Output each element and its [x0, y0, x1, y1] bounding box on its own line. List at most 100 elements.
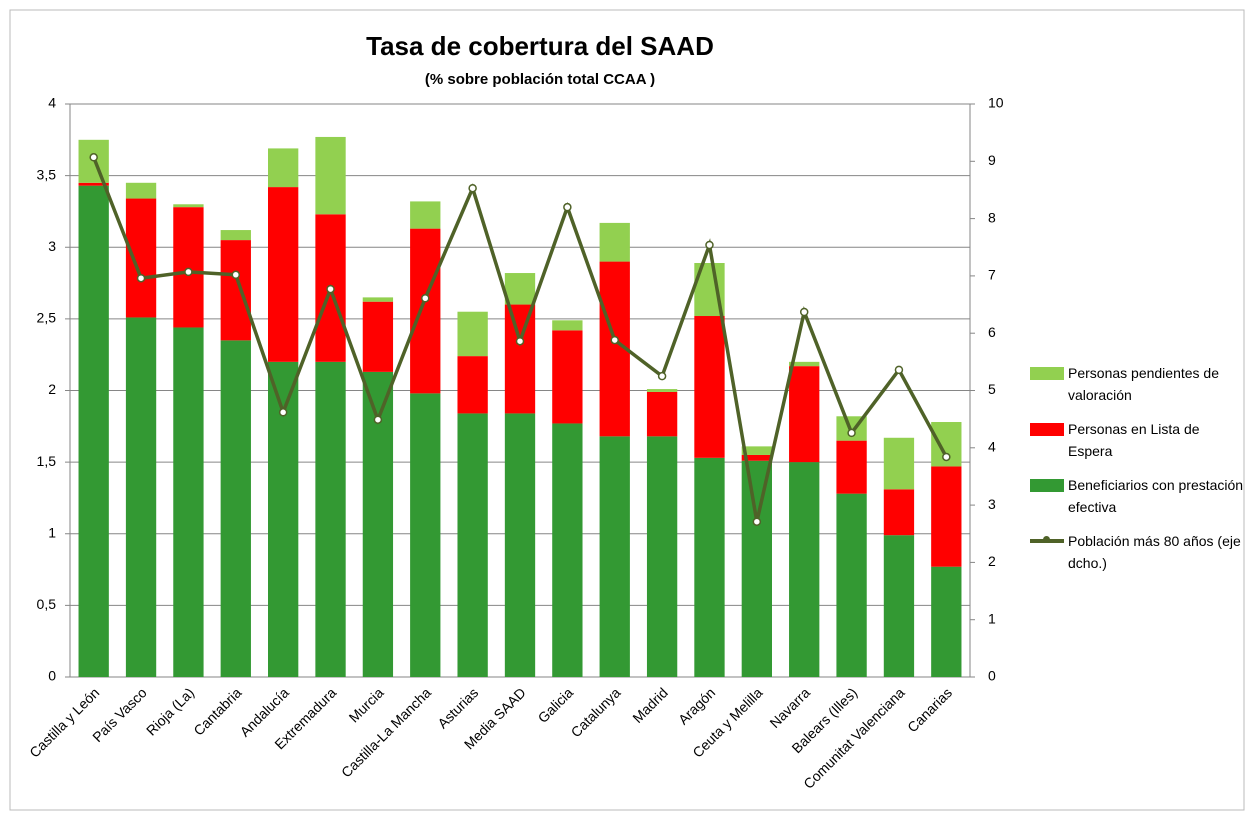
y2-tick-label: 2 — [988, 553, 996, 569]
bar-segment — [599, 436, 630, 677]
y-tick-label: 4 — [48, 95, 56, 111]
bar-segment — [646, 436, 678, 677]
bar-segment — [268, 148, 299, 188]
line-marker — [563, 202, 572, 212]
legend-item: Personas pendientes de valoración — [1030, 362, 1245, 406]
bar-segment — [883, 489, 915, 536]
line-marker — [326, 284, 335, 294]
legend-item: Personas en Lista de Espera — [1030, 418, 1245, 462]
bar-segment — [362, 297, 394, 302]
line-marker — [657, 371, 667, 381]
bar-segment — [552, 330, 583, 424]
y-tick-label: 0,5 — [37, 596, 57, 612]
bar-segment — [931, 466, 962, 567]
line-marker — [373, 415, 383, 424]
y-tick-label: 1 — [48, 524, 56, 540]
line-marker — [752, 517, 762, 526]
bar-segment — [883, 535, 915, 677]
line-marker — [847, 428, 856, 438]
y2-tick-label: 5 — [988, 381, 996, 397]
y-tick-label: 0 — [48, 668, 56, 684]
y2-tick-label: 9 — [988, 152, 996, 168]
bar-segment — [694, 316, 725, 458]
bar-segment — [220, 340, 251, 677]
bar-segment — [836, 493, 867, 677]
x-tick-label: Rioja (La) — [143, 684, 197, 738]
x-tick-label: Cantabria — [190, 684, 244, 738]
bar-segment — [646, 389, 678, 392]
bar-segment — [504, 413, 536, 677]
bar-segment — [410, 393, 441, 677]
bar-segment — [173, 204, 204, 208]
bar-segment — [741, 446, 772, 455]
y2-tick-label: 4 — [988, 439, 996, 455]
x-tick-label: Aragón — [675, 684, 718, 727]
chart-subtitle: (% sobre población total CCAA ) — [425, 71, 655, 88]
chart-title: Tasa de cobertura del SAAD — [366, 31, 714, 61]
legend-swatch — [1030, 367, 1064, 380]
bar-segment — [931, 566, 962, 677]
bar-segment — [173, 327, 204, 677]
bar-segment — [410, 201, 441, 229]
bar-segment — [457, 356, 488, 414]
y2-tick-label: 6 — [988, 324, 996, 340]
bar-segment — [789, 361, 820, 367]
x-tick-label: Asturias — [434, 684, 481, 731]
bar-segment — [315, 136, 346, 215]
line-marker — [184, 267, 193, 277]
legend-swatch — [1030, 536, 1064, 543]
line-marker — [610, 335, 619, 345]
y2-tick-label: 8 — [988, 209, 996, 225]
bar-segment — [220, 230, 251, 241]
x-tick-label: Madrid — [629, 684, 671, 726]
legend-label: Personas en Lista de Espera — [1068, 421, 1200, 459]
legend-label: Población más 80 años (eje dcho.) — [1068, 533, 1241, 571]
bar-segment — [315, 361, 346, 677]
x-tick-label: Galicia — [535, 684, 577, 726]
y-tick-label: 2 — [48, 381, 56, 397]
legend-label: Personas pendientes de valoración — [1068, 365, 1219, 403]
x-tick-label: Castilla y León — [26, 684, 102, 760]
bar-segment — [78, 185, 109, 677]
y-tick-label: 2,5 — [37, 310, 57, 326]
bar-segment — [741, 454, 772, 461]
bar-segment — [125, 182, 157, 199]
line-marker — [894, 365, 904, 375]
bar-segment — [504, 273, 536, 305]
y-tick-label: 3 — [48, 238, 56, 254]
y2-tick-label: 0 — [988, 668, 996, 684]
y2-tick-label: 7 — [988, 267, 996, 283]
bar-segment — [646, 391, 678, 437]
bar-segment — [220, 240, 251, 341]
bar-segment — [883, 437, 915, 490]
bar-segment — [125, 317, 157, 677]
y-tick-label: 3,5 — [37, 166, 57, 182]
x-tick-label: Murcia — [346, 684, 387, 725]
bar-segment — [457, 413, 488, 677]
legend-label: Beneficiarios con prestación efectiva — [1068, 477, 1244, 515]
y2-tick-label: 1 — [988, 610, 996, 626]
line-marker — [515, 336, 525, 346]
line-marker — [799, 307, 809, 317]
bar-segment — [694, 457, 725, 677]
chart-frame — [9, 9, 1245, 811]
bar-segment — [552, 423, 583, 677]
legend-item: Beneficiarios con prestación efectiva — [1030, 474, 1245, 518]
legend-swatch — [1030, 423, 1064, 436]
bar-segment — [599, 222, 630, 262]
bar-segment — [268, 187, 299, 362]
y2-tick-label: 10 — [988, 95, 1004, 111]
legend-marker — [1043, 536, 1050, 543]
line-marker — [136, 273, 146, 283]
legend: Personas pendientes de valoración Persona… — [1030, 362, 1245, 586]
legend-item: Población más 80 años (eje dcho.) — [1030, 530, 1245, 574]
line-marker — [421, 293, 430, 303]
line-marker — [705, 240, 714, 250]
bar-segment — [457, 311, 488, 357]
bar-segment — [125, 198, 157, 318]
x-tick-label: Castilla-La Mancha — [338, 684, 434, 780]
y-tick-label: 1,5 — [37, 453, 57, 469]
line-marker — [942, 452, 951, 462]
line-marker — [468, 183, 477, 193]
